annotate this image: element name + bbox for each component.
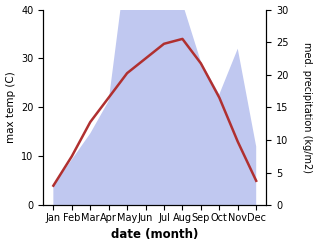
Y-axis label: max temp (C): max temp (C) xyxy=(5,72,16,143)
X-axis label: date (month): date (month) xyxy=(111,228,198,242)
Y-axis label: med. precipitation (kg/m2): med. precipitation (kg/m2) xyxy=(302,42,313,173)
